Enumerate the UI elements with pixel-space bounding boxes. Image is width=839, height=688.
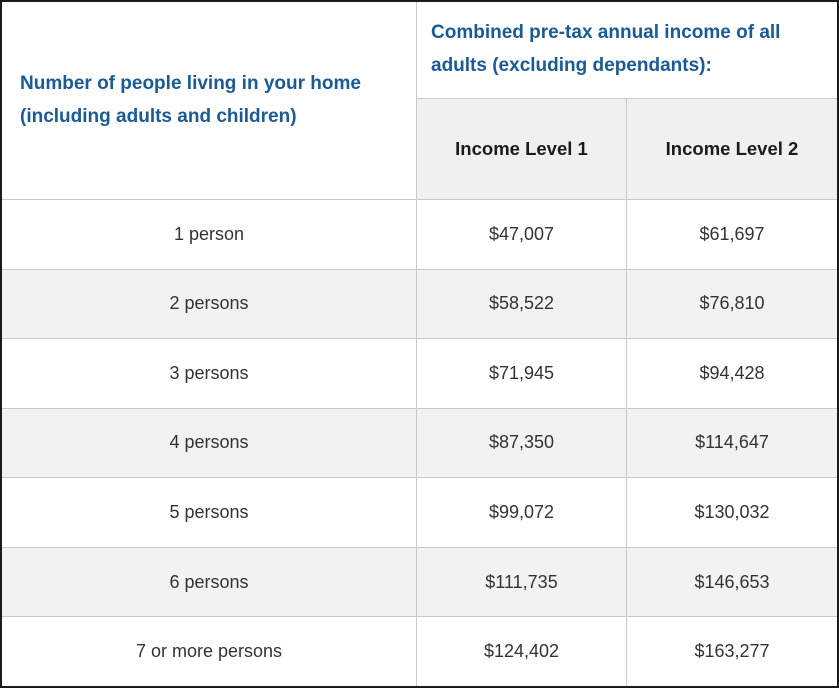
household-size-column-header-text: Number of people living in your home (in… [20, 72, 361, 127]
income-level-1-cell: $124,402 [417, 616, 627, 686]
income-level-2-cell: $163,277 [627, 616, 837, 686]
income-level-1-cell: $87,350 [417, 407, 627, 478]
household-size-cell: 5 persons [2, 477, 417, 547]
income-level-2-cell: $130,032 [627, 477, 837, 547]
income-level-2-cell: $146,653 [627, 546, 837, 617]
income-level-1-cell: $111,735 [417, 546, 627, 617]
household-size-cell: 2 persons [2, 268, 417, 339]
household-size-cell: 3 persons [2, 338, 417, 408]
income-level-2-cell: $114,647 [627, 407, 837, 478]
income-level-1-cell: $71,945 [417, 338, 627, 408]
combined-income-group-header-text: Combined pre-tax annual income of all ad… [431, 22, 781, 76]
income-level-1-cell: $99,072 [417, 477, 627, 547]
income-level-2-cell: $76,810 [627, 268, 837, 339]
household-size-column-header: Number of people living in your home (in… [2, 2, 417, 199]
income-level-1-cell: $58,522 [417, 268, 627, 339]
income-level-2-header: Income Level 2 [627, 98, 837, 199]
household-size-cell: 7 or more persons [2, 616, 417, 686]
combined-income-group-header: Combined pre-tax annual income of all ad… [417, 2, 837, 98]
household-size-cell: 1 person [2, 199, 417, 269]
income-level-2-cell: $61,697 [627, 199, 837, 269]
household-size-cell: 6 persons [2, 546, 417, 617]
household-size-cell: 4 persons [2, 407, 417, 478]
income-level-1-header: Income Level 1 [417, 98, 627, 199]
income-level-2-cell: $94,428 [627, 338, 837, 408]
income-level-1-cell: $47,007 [417, 199, 627, 269]
